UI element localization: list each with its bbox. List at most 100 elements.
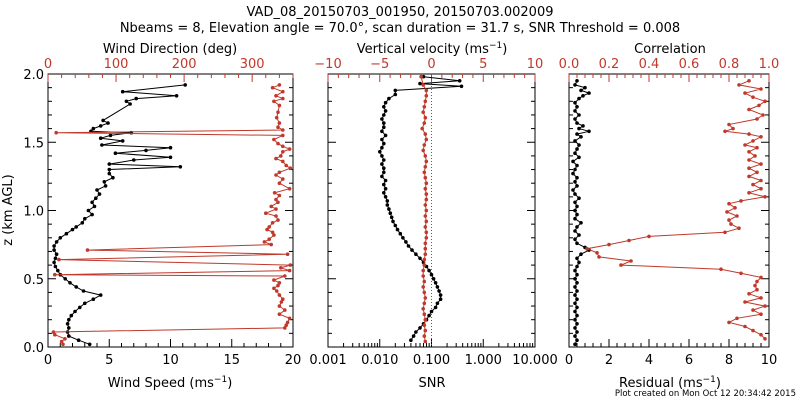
wind-direction-point — [277, 312, 282, 317]
wind-direction-point — [267, 225, 272, 229]
wind-direction-point — [277, 293, 282, 297]
residual-point — [575, 281, 579, 285]
correlation-point — [753, 154, 757, 158]
residual-point — [575, 132, 579, 136]
wind-direction-point — [285, 320, 290, 325]
snr-point — [438, 293, 443, 297]
residual-axis-label: Residual (ms−1) — [619, 375, 721, 391]
residual-point — [573, 277, 577, 281]
vertical-velocity-point — [424, 219, 429, 224]
vertical-velocity-point — [419, 74, 423, 79]
wind-speed-point — [70, 227, 75, 232]
correlation-point — [597, 255, 601, 259]
residual-point — [573, 268, 577, 273]
wind-speed-unit-exponent: −1 — [214, 375, 227, 385]
correlation-point — [725, 210, 729, 214]
wind-speed-point — [67, 334, 71, 338]
residual-point — [579, 88, 583, 93]
vertical-velocity-point — [424, 236, 429, 240]
correlation-point — [723, 129, 727, 134]
wind-direction-point — [277, 121, 282, 125]
correlation-point — [629, 259, 633, 263]
residual-point — [573, 229, 577, 233]
x-tick-label: 10 — [761, 353, 778, 368]
wind-direction-point — [284, 323, 289, 328]
correlation-point — [747, 132, 751, 136]
correlation-point — [763, 195, 767, 199]
wind-speed-point — [52, 260, 56, 265]
x-tick-label: 20 — [285, 353, 302, 368]
residual-point — [575, 338, 579, 343]
wind-speed-point — [183, 83, 187, 87]
correlation-point — [739, 199, 743, 203]
correlation-point — [759, 275, 763, 280]
wind-direction-point — [276, 110, 280, 114]
snr-point — [459, 84, 464, 89]
vertical-velocity-point — [423, 186, 428, 191]
x-tick-label: 0.010 — [361, 353, 398, 368]
residual-point — [577, 126, 581, 131]
vertical-velocity-point — [424, 181, 429, 185]
snr-point — [382, 191, 386, 195]
vertical-velocity-point — [424, 137, 429, 142]
x-tick-label: 0 — [44, 353, 52, 368]
wind-speed-point — [132, 158, 136, 162]
residual-point — [573, 151, 577, 155]
wind-direction-point — [276, 283, 280, 288]
wind-direction-line — [52, 84, 292, 345]
snr-point — [437, 289, 441, 293]
vertical-velocity-point — [423, 154, 428, 158]
residual-point — [573, 301, 577, 306]
snr-point — [429, 272, 434, 277]
residual-plot-frame — [568, 73, 770, 348]
correlation-point — [751, 182, 755, 187]
correlation-point — [759, 162, 763, 166]
correlation-line — [585, 80, 767, 340]
vertical-velocity-point — [424, 159, 429, 164]
snr-panel: Vertical velocity (ms−1) 0.001 0.010 0.100… — [309, 41, 557, 391]
wind-direction-point — [281, 89, 285, 94]
residual-point — [575, 289, 579, 293]
wind-speed-point — [111, 175, 115, 180]
vertical-velocity-point — [424, 88, 429, 93]
wind-direction-point — [277, 103, 282, 108]
x-tick-label: 4 — [645, 353, 653, 368]
vertical-velocity-point — [424, 192, 429, 196]
correlation-point — [759, 135, 763, 139]
wind-speed-point — [106, 121, 110, 125]
vertical-velocity-point — [421, 148, 426, 153]
correlation-point — [619, 263, 623, 267]
residual-point — [577, 113, 581, 117]
correlation-point — [751, 328, 755, 333]
snr-point — [411, 334, 416, 338]
wind-speed-line — [53, 84, 186, 345]
snr-point — [383, 186, 388, 191]
correlation-point — [735, 316, 739, 321]
vertical-velocity-point — [422, 279, 427, 284]
vertical-velocity-point — [423, 165, 428, 169]
wind-speed-point — [53, 256, 58, 261]
vertical-velocity-point — [422, 170, 427, 175]
residual-point — [575, 313, 579, 318]
correlation-point — [747, 79, 751, 83]
snr-point — [382, 158, 386, 162]
residual-point — [575, 163, 579, 168]
wind-direction-point — [284, 163, 289, 168]
wind-direction-point — [283, 308, 287, 312]
snr-point — [427, 313, 431, 318]
correlation-point — [761, 113, 765, 117]
x2-tick-label: 0.4 — [639, 57, 660, 72]
wind-direction-point — [277, 170, 282, 175]
wind-direction-point — [274, 207, 278, 211]
wind-speed-point — [128, 102, 132, 106]
correlation-point — [727, 218, 731, 222]
correlation-point — [743, 324, 747, 329]
vertical-velocity-point — [424, 197, 429, 202]
snr-point — [382, 105, 386, 109]
correlation-point — [727, 122, 731, 127]
residual-point — [573, 285, 577, 289]
correlation-point — [727, 320, 731, 325]
residual-point — [575, 212, 579, 217]
wind-speed-point — [100, 143, 104, 147]
snr-plot: 0.001 0.010 0.100 1.000 10.000 −10 −5 0 5 10 — [309, 57, 557, 368]
